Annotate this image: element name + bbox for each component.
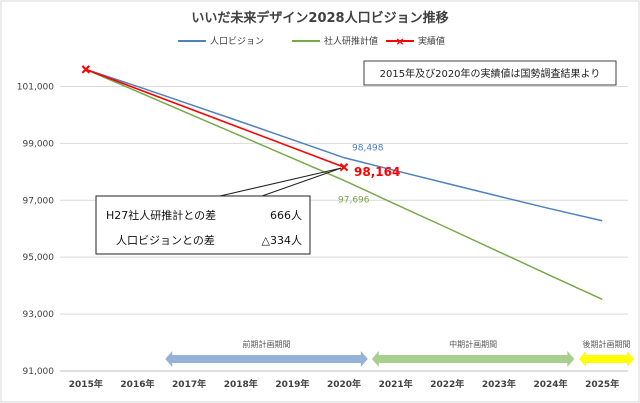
callout-line2-label: 人口ビジョンとの差	[116, 233, 215, 247]
x-axis-ticks: 2015年 2016年 2017年 2018年 2019年 2020年 2021年 2022年…	[69, 378, 619, 390]
period-arrows: 前期計画期間 中期計画期間 後期計画期間	[165, 339, 634, 367]
y-tick-label: 99,000	[23, 139, 55, 149]
data-label-vision-2020: 98,498	[352, 144, 384, 154]
callout-line1-value: 666人	[270, 209, 302, 222]
y-tick-label: 93,000	[23, 310, 55, 320]
period-label: 中期計画期間	[449, 339, 497, 349]
legend-label-shajinken: 社人研推計値	[324, 35, 378, 47]
callout-pointer-lower	[261, 167, 342, 197]
difference-callout: H27社人研推計との差 666人 人口ビジョンとの差 △334人	[95, 167, 342, 255]
period-label: 前期計画期間	[243, 339, 291, 349]
x-tick-label: 2016年	[120, 378, 154, 390]
callout-frame	[95, 195, 311, 255]
y-axis-ticks: 91,000 93,000 95,000 97,000 99,000 101,000	[17, 82, 54, 377]
legend-marker-actual: ×	[395, 35, 404, 48]
period-arrow	[578, 351, 634, 367]
note-box-frame	[363, 60, 617, 86]
actual-marker	[339, 162, 349, 172]
callout-line1-label: H27社人研推計との差	[106, 208, 216, 222]
note-box: 2015年及び2020年の実績値は国勢調査結果より	[363, 60, 617, 86]
legend-label-actual: 実績値	[418, 35, 445, 47]
x-tick-label: 2020年	[327, 378, 361, 390]
x-tick-label: 2018年	[224, 378, 258, 390]
x-tick-label: 2017年	[172, 378, 206, 390]
x-tick-label: 2015年	[69, 378, 103, 390]
y-tick-label: 101,000	[17, 82, 54, 92]
period-label: 後期計画期間	[582, 339, 630, 349]
callout-pointer-upper	[219, 167, 342, 197]
x-tick-label: 2023年	[482, 378, 516, 390]
y-tick-label: 95,000	[23, 253, 55, 263]
data-label-actual-2020: 98,164	[354, 165, 400, 179]
legend-label-vision: 人口ビジョン	[210, 36, 264, 47]
data-label-shajinken-2020: 97,696	[338, 195, 370, 205]
series-line	[85, 68, 345, 168]
y-tick-label: 91,000	[23, 367, 55, 377]
series-line	[85, 68, 603, 300]
chart-title: いいだ未来デザイン2028人口ビジョン推移	[191, 10, 448, 26]
x-tick-label: 2025年	[585, 378, 619, 390]
x-tick-label: 2022年	[430, 378, 464, 390]
y-tick-label: 97,000	[23, 196, 55, 206]
series-lines	[81, 65, 603, 300]
callout-line2-value: △334人	[262, 234, 302, 247]
period-arrow	[165, 351, 368, 367]
note-text: 2015年及び2020年の実績値は国勢調査結果より	[380, 67, 601, 80]
period-arrow	[371, 351, 575, 367]
actual-marker	[81, 65, 91, 74]
x-tick-label: 2024年	[534, 378, 568, 390]
x-tick-label: 2019年	[275, 378, 309, 390]
legend: 人口ビジョン 社人研推計値 × 実績値	[178, 35, 445, 48]
x-tick-label: 2021年	[379, 378, 413, 390]
series-line	[85, 68, 603, 222]
